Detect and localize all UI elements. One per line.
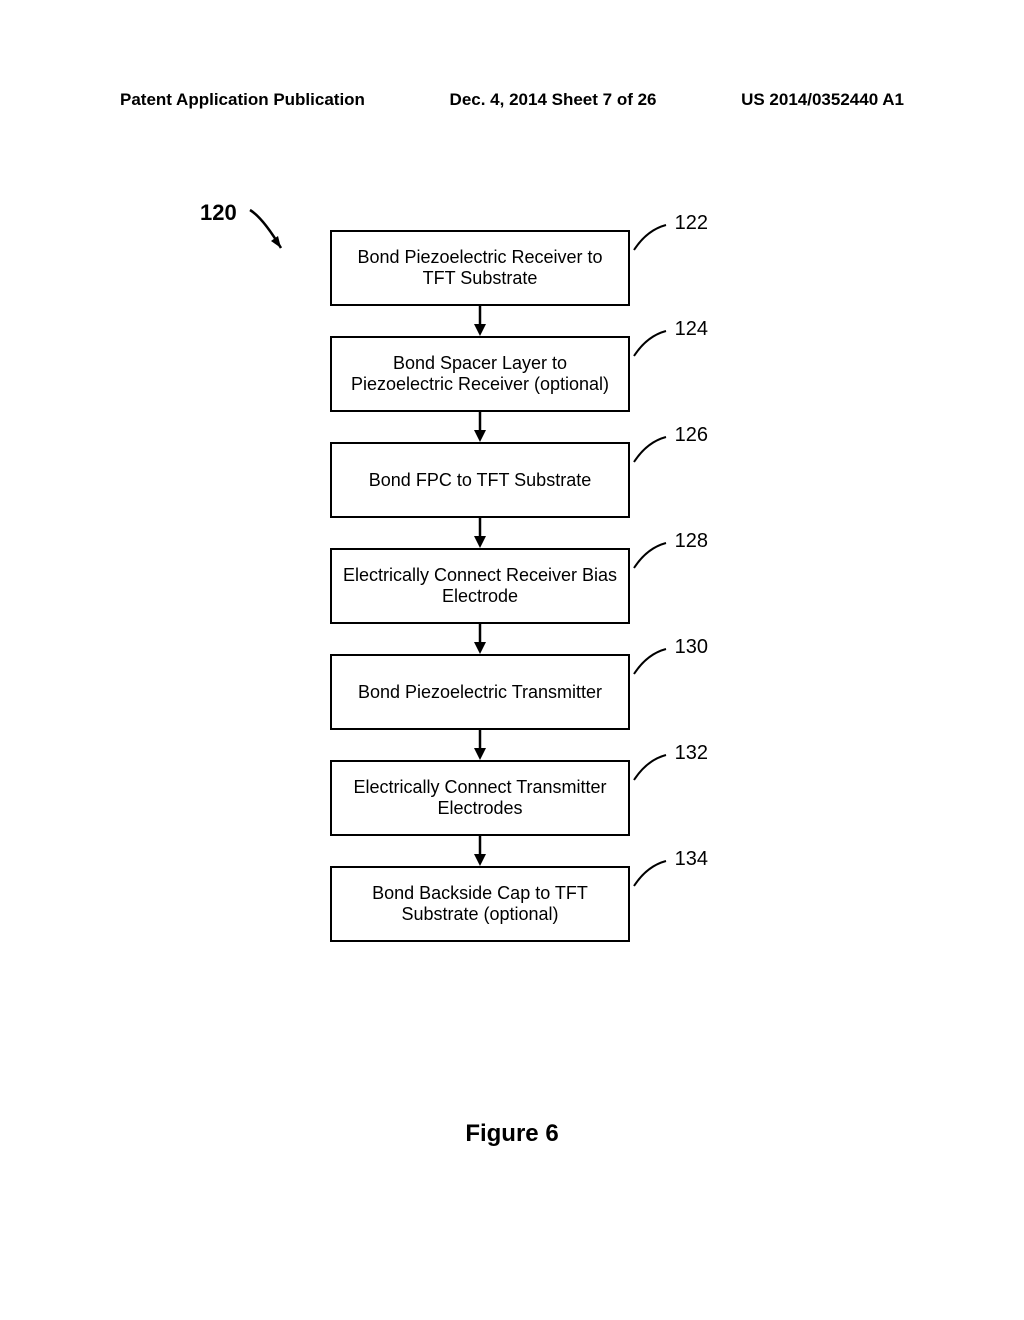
ref-leader-icon [632,222,672,252]
ref-label: 124 [675,318,708,341]
step-box-7: Bond Backside Cap to TFT Substrate (opti… [330,866,630,942]
step-box-2: Bond Spacer Layer to Piezoelectric Recei… [330,336,630,412]
step-text: Electrically Connect Transmitter Electro… [342,777,618,819]
ref-leader-icon [632,434,672,464]
ref-leader-icon [632,328,672,358]
flowchart: Bond Piezoelectric Receiver to TFT Subst… [290,230,670,942]
ref-label: 128 [675,530,708,553]
ref-leader-icon [632,540,672,570]
step-text: Bond Piezoelectric Transmitter [358,682,602,703]
flow-arrow [290,836,670,866]
flow-arrow [290,306,670,336]
step-text: Electrically Connect Receiver Bias Elect… [342,565,618,607]
flow-arrow [290,624,670,654]
ref-leader-icon [632,752,672,782]
page-header: Patent Application Publication Dec. 4, 2… [0,90,1024,110]
step-text: Bond Piezoelectric Receiver to TFT Subst… [342,247,618,289]
ref-label: 126 [675,424,708,447]
main-ref-pointer-icon [243,208,293,258]
header-center: Dec. 4, 2014 Sheet 7 of 26 [450,90,657,110]
figure-label: Figure 6 [0,1120,1024,1148]
step-text: Bond Backside Cap to TFT Substrate (opti… [342,883,618,925]
header-left: Patent Application Publication [120,90,365,110]
step-box-1: Bond Piezoelectric Receiver to TFT Subst… [330,230,630,306]
ref-leader-icon [632,858,672,888]
ref-leader-icon [632,646,672,676]
flow-arrow [290,518,670,548]
flow-arrow [290,730,670,760]
step-text: Bond Spacer Layer to Piezoelectric Recei… [342,353,618,395]
flowchart-main-ref: 120 [200,200,237,226]
step-box-5: Bond Piezoelectric Transmitter 130 [330,654,630,730]
ref-label: 132 [675,742,708,765]
ref-label: 134 [675,848,708,871]
flow-arrow [290,412,670,442]
step-box-6: Electrically Connect Transmitter Electro… [330,760,630,836]
header-right: US 2014/0352440 A1 [741,90,904,110]
ref-label: 130 [675,636,708,659]
ref-label: 122 [675,212,708,235]
step-box-3: Bond FPC to TFT Substrate 126 [330,442,630,518]
step-text: Bond FPC to TFT Substrate [369,470,591,491]
step-box-4: Electrically Connect Receiver Bias Elect… [330,548,630,624]
